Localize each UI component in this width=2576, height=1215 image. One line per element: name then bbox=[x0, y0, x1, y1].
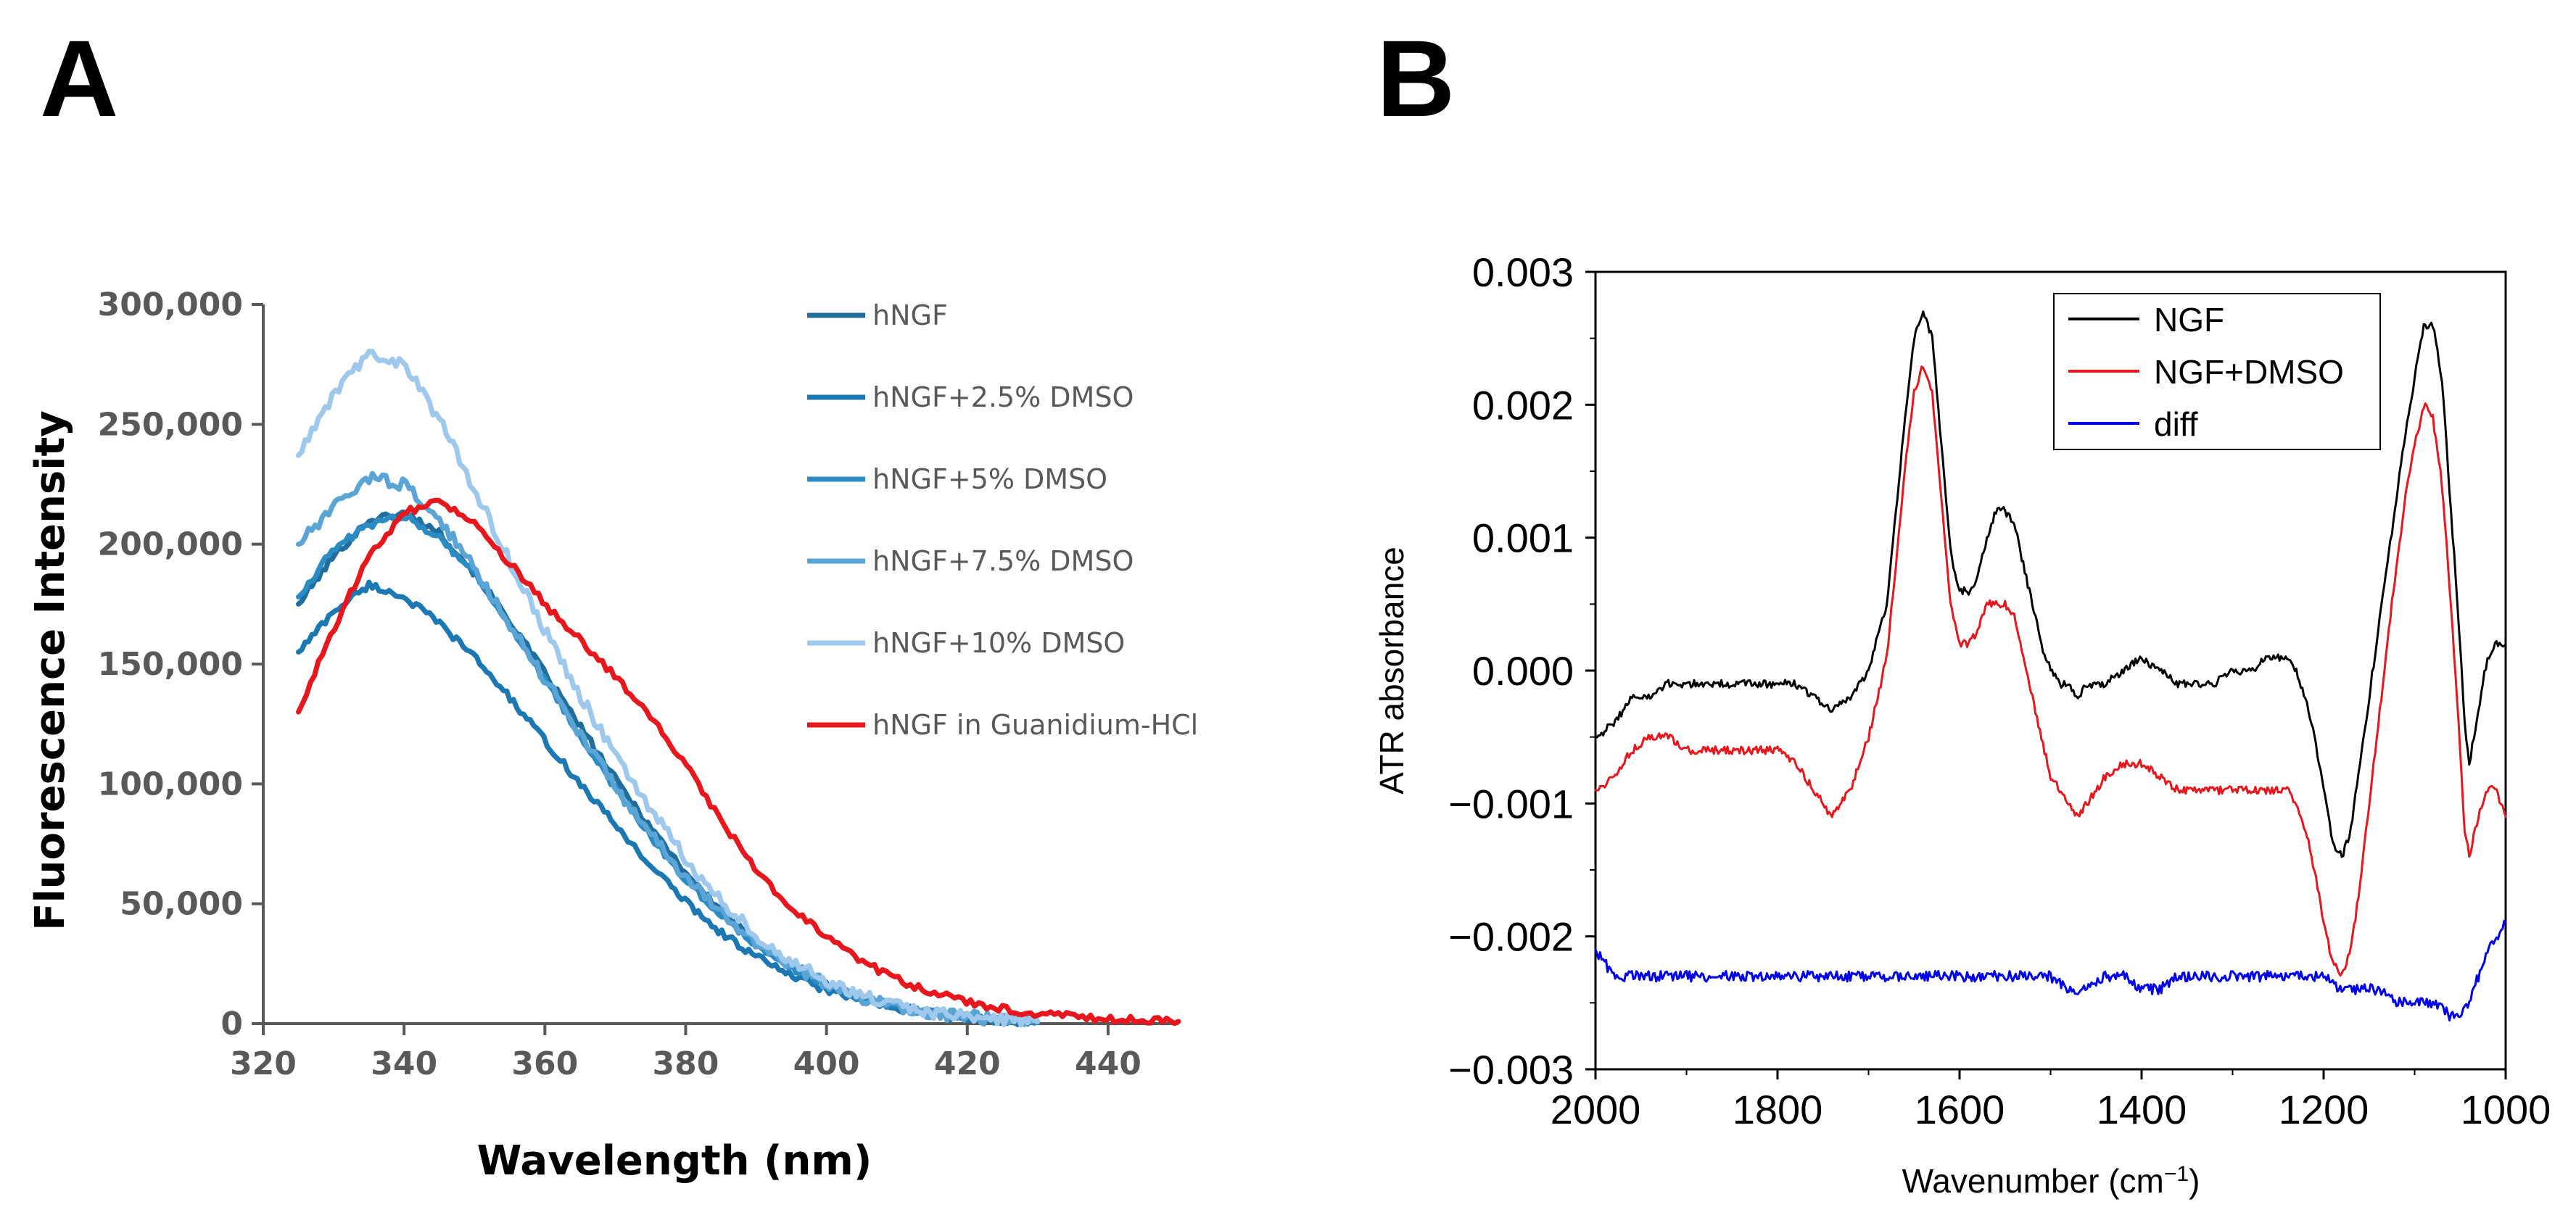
panel-a-series-line-4 bbox=[296, 349, 1041, 1028]
panel-a-y-tick-label: 150,000 bbox=[98, 646, 243, 683]
panel-b-letter: B bbox=[1376, 17, 1455, 139]
panel-b-y-tick-label: 0.002 bbox=[1472, 382, 1574, 428]
panel-b-series-line-0 bbox=[1594, 310, 2507, 858]
panel-a-x-tick-label: 320 bbox=[230, 1045, 297, 1082]
panel-a-legend-label: hNGF in Guanidium-HCl bbox=[872, 709, 1198, 741]
panel-a-series bbox=[296, 349, 1181, 1028]
panel-a-legend-label: hNGF bbox=[872, 299, 948, 331]
panel-a-x-tick-label: 340 bbox=[371, 1045, 437, 1082]
panel-a-series-line-5 bbox=[296, 497, 1181, 1027]
panel-b-series bbox=[1594, 310, 2507, 1021]
panel-b-legend-label: NGF+DMSO bbox=[2154, 353, 2344, 391]
panel-b-y-tick-label: −0.001 bbox=[1448, 781, 1574, 826]
panel-b-y-tick-label: 0.000 bbox=[1472, 648, 1574, 694]
panel-b-y-tick-label: 0.003 bbox=[1472, 249, 1574, 295]
panel-b-legend-label: NGF bbox=[2154, 301, 2224, 339]
panel-a-y-tick-label: 100,000 bbox=[98, 766, 243, 803]
panel-a-legend-label: hNGF+2.5% DMSO bbox=[872, 381, 1134, 413]
panel-b-series-line-1 bbox=[1594, 365, 2507, 977]
panel-b-axes: −0.003 −0.002 −0.001 0.000 0.001 0.002 0.003 20… bbox=[1448, 249, 2551, 1132]
panel-b: B −0.003 −0.002 −0.001 0.000 0.001 0.002 0.003… bbox=[1373, 17, 2551, 1200]
panel-a-legend: hNGF hNGF+2.5% DMSO hNGF+5% DMSO hNGF+7.5% … bbox=[807, 299, 1198, 741]
panel-a-y-tick-label: 250,000 bbox=[98, 406, 243, 443]
panel-a-letter: A bbox=[40, 17, 118, 139]
panel-a-x-tick-label: 400 bbox=[793, 1045, 860, 1082]
panel-b-x-tick-label: 1800 bbox=[1733, 1087, 1823, 1132]
panel-b-legend-label: diff bbox=[2154, 405, 2198, 443]
panel-a-x-axis-title: Wavelength (nm) bbox=[477, 1137, 872, 1185]
panel-a-series-line-2 bbox=[296, 513, 1041, 1026]
panel-a-legend-label: hNGF+7.5% DMSO bbox=[872, 545, 1134, 577]
panel-a-y-tick-label: 300,000 bbox=[98, 286, 243, 323]
panel-a-y-tick-label: 0 bbox=[220, 1005, 243, 1042]
panel-a-y-axis-title: Fluorescence Intensity bbox=[27, 410, 74, 931]
panel-a-x-tick-label: 420 bbox=[934, 1045, 1001, 1082]
panel-a-legend-label: hNGF+5% DMSO bbox=[872, 463, 1107, 495]
panel-b-x-tick-label: 1000 bbox=[2461, 1087, 2551, 1132]
panel-b-legend: NGF NGF+DMSO diff bbox=[2053, 293, 2381, 450]
panel-b-series-line-2 bbox=[1594, 919, 2507, 1021]
panel-b-y-axis-title: ATR absorbance bbox=[1373, 547, 1411, 795]
panel-a-x-tick-label: 440 bbox=[1075, 1045, 1142, 1082]
panel-b-y-tick-label: 0.001 bbox=[1472, 515, 1574, 561]
panel-a-axes: 0 50,000 100,000 150,000 200,000 250,000 300,0… bbox=[98, 286, 1178, 1082]
panel-b-x-tick-label: 1600 bbox=[1915, 1087, 2005, 1132]
panel-a: A 0 50,000 100,000 150,000 200,000 250,000 300… bbox=[27, 17, 1198, 1185]
panel-b-x-tick-label: 1200 bbox=[2279, 1087, 2369, 1132]
panel-a-y-tick-label: 200,000 bbox=[98, 526, 243, 563]
panel-b-y-tick-label: −0.003 bbox=[1448, 1047, 1574, 1092]
panel-b-x-axis-title: Wavenumber (cm−1) bbox=[1902, 1162, 2200, 1201]
panel-a-x-tick-label: 380 bbox=[653, 1045, 719, 1082]
panel-a-legend-label: hNGF+10% DMSO bbox=[872, 627, 1125, 659]
panel-b-x-tick-label: 1400 bbox=[2097, 1087, 2187, 1132]
panel-a-series-line-0 bbox=[296, 509, 1041, 1027]
panel-b-x-tick-label: 2000 bbox=[1551, 1087, 1641, 1132]
panel-b-y-tick-label: −0.002 bbox=[1448, 914, 1574, 960]
panel-a-y-tick-label: 50,000 bbox=[120, 886, 243, 923]
panel-a-x-tick-label: 360 bbox=[511, 1045, 578, 1082]
